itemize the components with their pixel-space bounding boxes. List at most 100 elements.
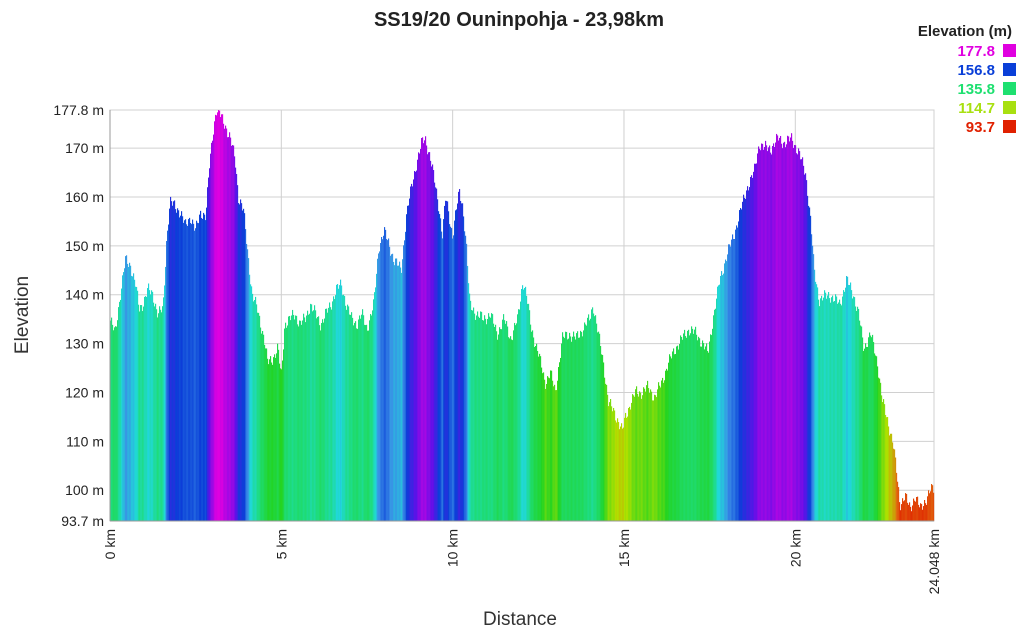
elevation-bar: [296, 315, 298, 521]
elevation-bar: [842, 296, 844, 521]
elevation-bar: [904, 500, 906, 521]
elevation-bar: [581, 332, 583, 521]
elevation-bar: [136, 286, 138, 521]
elevation-bar: [911, 511, 913, 521]
elevation-bar: [551, 370, 553, 521]
elevation-bar: [149, 290, 151, 521]
elevation-bar: [683, 333, 685, 521]
legend-entry-label: 177.8: [957, 43, 995, 60]
elevation-bar: [692, 328, 694, 521]
elevation-bar: [730, 246, 732, 521]
elevation-bar: [702, 340, 704, 521]
elevation-bar: [615, 420, 617, 521]
elevation-bar: [275, 357, 277, 521]
elevation-bar: [148, 283, 150, 521]
elevation-bar: [648, 388, 650, 521]
elevation-bar: [779, 137, 781, 521]
elevation-bar: [371, 315, 373, 521]
elevation-bar: [337, 284, 339, 521]
elevation-bar: [178, 210, 180, 521]
elevation-bar: [286, 327, 288, 521]
elevation-bar: [832, 295, 834, 521]
elevation-bar: [834, 301, 836, 521]
elevation-bar: [919, 507, 921, 521]
elevation-bar: [322, 319, 324, 521]
elevation-bar: [180, 215, 182, 521]
elevation-bar: [170, 196, 172, 521]
elevation-bar: [622, 428, 624, 521]
elevation-bar: [422, 137, 424, 521]
elevation-bar: [653, 400, 655, 521]
elevation-bar: [321, 323, 323, 521]
elevation-bar: [361, 314, 363, 521]
elevation-bar: [635, 389, 637, 521]
elevation-bar: [226, 128, 228, 522]
elevation-bar: [523, 289, 525, 521]
elevation-bar: [342, 295, 344, 521]
elevation-bar: [419, 153, 421, 521]
legend-swatch: [1003, 101, 1016, 114]
legend-swatch: [1003, 44, 1016, 57]
elevation-bar: [626, 417, 628, 521]
elevation-bar: [413, 179, 415, 521]
legend-swatch: [1003, 63, 1016, 76]
elevation-bar: [826, 298, 828, 521]
elevation-bar: [649, 392, 651, 521]
elevation-bar: [685, 336, 687, 521]
elevation-bar: [915, 501, 917, 521]
elevation-bar: [906, 493, 908, 521]
elevation-bar: [240, 199, 242, 521]
elevation-bar: [696, 334, 698, 521]
elevation-bar: [568, 338, 570, 521]
elevation-bar: [577, 331, 579, 521]
elevation-bar: [644, 388, 646, 521]
elevation-bar: [928, 490, 930, 521]
elevation-bar: [441, 231, 443, 522]
elevation-bar: [542, 373, 544, 521]
elevation-bar: [655, 395, 657, 521]
legend-swatch: [1003, 82, 1016, 95]
elevation-bar: [879, 378, 881, 521]
elevation-bar: [755, 163, 757, 521]
y-tick-label: 100 m: [65, 482, 104, 498]
elevation-bar: [660, 387, 662, 521]
elevation-bar: [214, 121, 216, 521]
elevation-bar: [358, 319, 360, 521]
elevation-bar: [612, 411, 614, 521]
elevation-bar: [435, 187, 437, 522]
elevation-bar: [262, 330, 264, 521]
elevation-bar: [120, 299, 122, 521]
elevation-bar: [815, 281, 817, 521]
elevation-bar: [784, 141, 786, 522]
elevation-bar: [594, 316, 596, 521]
elevation-bar: [125, 256, 127, 521]
elevation-bar: [668, 362, 670, 521]
elevation-bar: [868, 337, 870, 521]
elevation-bar: [872, 334, 874, 521]
elevation-bar: [377, 258, 379, 521]
elevation-bar: [766, 145, 768, 521]
elevation-bar: [362, 309, 364, 521]
elevation-bar: [596, 323, 598, 521]
elevation-bar: [869, 332, 871, 521]
elevation-bar: [642, 395, 644, 521]
elevation-bar: [580, 330, 582, 521]
elevation-bar: [752, 177, 754, 521]
elevation-bar: [905, 493, 907, 521]
y-axis-title: Elevation: [12, 276, 33, 354]
elevation-bar: [471, 309, 473, 521]
y-tick-label: 170 m: [65, 140, 104, 156]
elevation-bar: [188, 219, 190, 521]
elevation-bar: [209, 168, 211, 521]
elevation-bar: [607, 394, 609, 521]
elevation-bar: [514, 322, 516, 521]
elevation-bar: [640, 392, 642, 521]
elevation-bar: [129, 262, 131, 521]
elevation-bar: [918, 504, 920, 521]
elevation-bar: [598, 331, 600, 521]
elevation-bar: [573, 331, 575, 521]
elevation-bar: [384, 227, 386, 521]
elevation-bar: [461, 203, 463, 521]
elevation-bar: [123, 272, 125, 521]
elevation-bar: [261, 333, 263, 521]
